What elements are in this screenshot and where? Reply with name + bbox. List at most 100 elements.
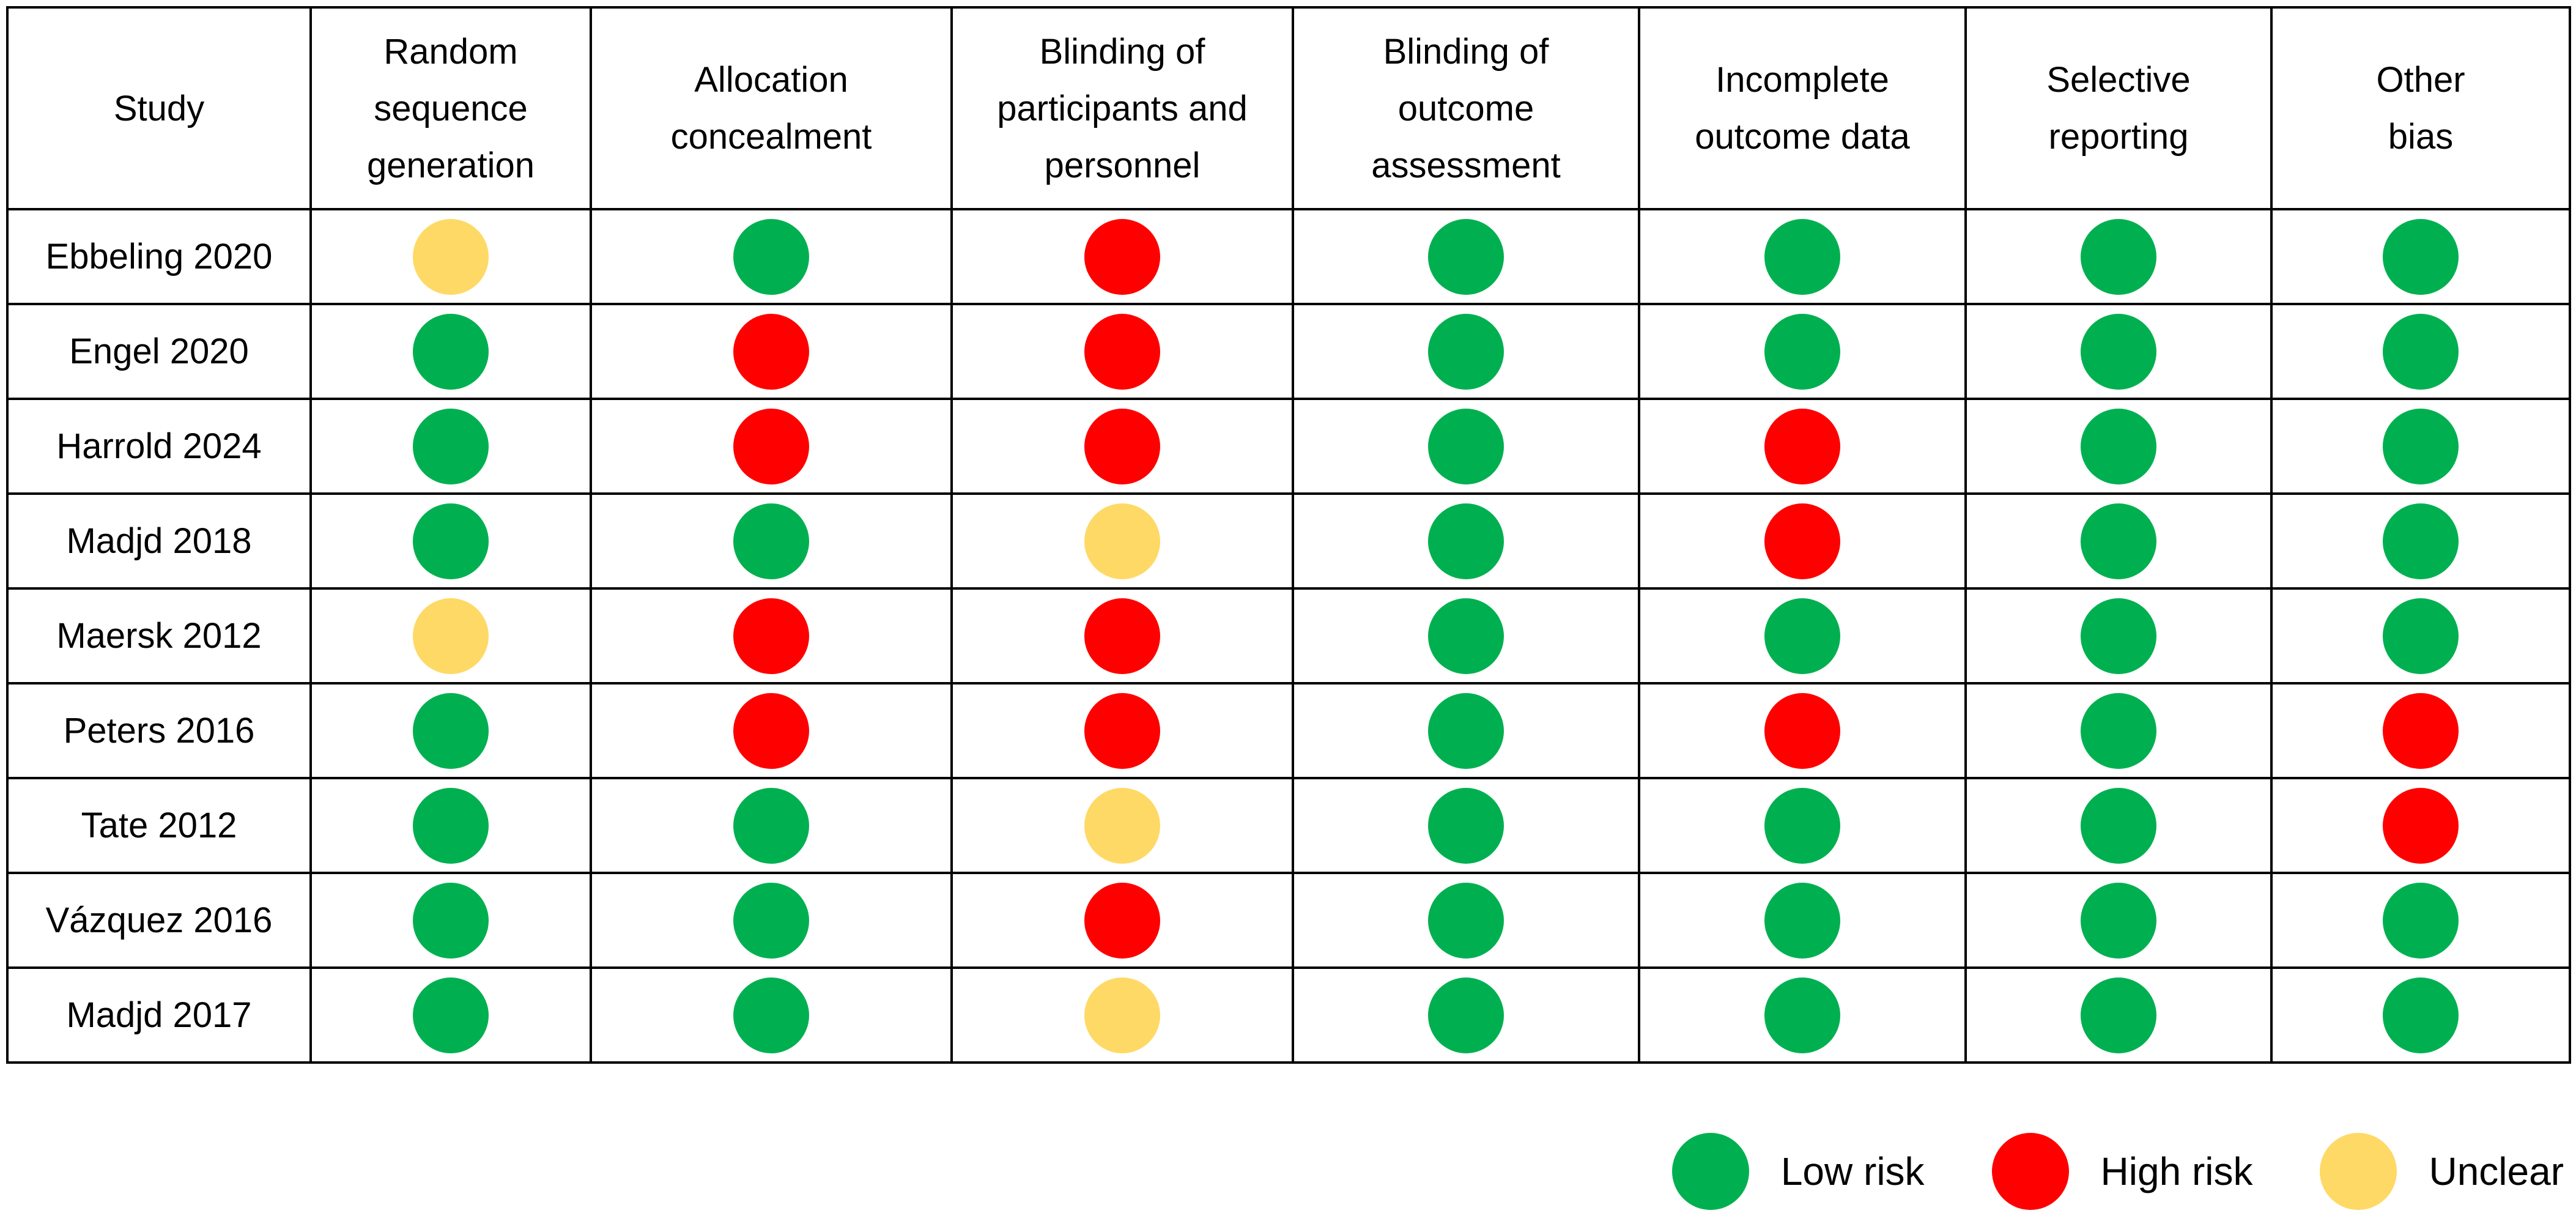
low-risk-dot <box>1764 598 1840 674</box>
low-risk-dot <box>1764 787 1840 864</box>
study-name: Madjd 2017 <box>6 966 312 1064</box>
high-risk-dot <box>1084 692 1160 769</box>
rating-cell <box>1292 777 1640 874</box>
rating-cell <box>2270 777 2571 874</box>
high-risk-dot <box>1764 408 1840 484</box>
table-row: Madjd 2018 <box>6 492 2571 590</box>
rating-cell <box>590 587 953 684</box>
low-risk-dot <box>2081 503 2156 579</box>
rating-cell <box>950 682 1294 779</box>
rating-cell <box>309 492 592 590</box>
rating-cell <box>950 587 1294 684</box>
rating-cell <box>950 208 1294 305</box>
rating-cell <box>1292 303 1640 400</box>
risk-of-bias-table: Study Random sequence generation Allocatio… <box>6 6 2571 1064</box>
rating-cell <box>1964 587 2273 684</box>
rating-cell <box>1638 682 1967 779</box>
column-header-label: Blinding of outcome assessment <box>1371 31 1561 185</box>
table-row: Ebbeling 2020 <box>6 208 2571 305</box>
low-risk-dot <box>2081 787 2156 864</box>
legend-high-dot <box>1991 1133 2069 1210</box>
rating-cell <box>1638 303 1967 400</box>
legend-item-high: High risk <box>1991 1133 2253 1210</box>
study-name: Vázquez 2016 <box>6 872 312 969</box>
rating-cell <box>1638 587 1967 684</box>
rating-cell <box>1964 303 2273 400</box>
column-header-selective-reporting: Selective reporting <box>1964 6 2273 210</box>
rating-cell <box>309 966 592 1064</box>
low-risk-dot <box>2081 313 2156 390</box>
high-risk-dot <box>1084 408 1160 484</box>
column-header-label: Random sequence generation <box>366 31 535 185</box>
low-risk-dot <box>413 503 489 579</box>
low-risk-dot <box>1428 882 1504 959</box>
unclear-risk-dot <box>413 218 489 295</box>
study-name: Peters 2016 <box>6 682 312 779</box>
high-risk-dot <box>2383 692 2459 769</box>
low-risk-dot <box>413 313 489 390</box>
rating-cell <box>309 208 592 305</box>
rating-cell <box>2270 872 2571 969</box>
column-header-label: Other bias <box>2376 60 2465 157</box>
legend-unclear-dot <box>2320 1133 2397 1210</box>
rating-cell <box>2270 303 2571 400</box>
column-header-label: Allocation concealment <box>670 60 872 157</box>
low-risk-dot <box>413 977 489 1053</box>
low-risk-dot <box>1428 408 1504 484</box>
rating-cell <box>1638 966 1967 1064</box>
low-risk-dot <box>733 503 809 579</box>
rating-cell <box>1292 587 1640 684</box>
high-risk-dot <box>1084 218 1160 295</box>
low-risk-dot <box>413 692 489 769</box>
rating-cell <box>950 872 1294 969</box>
column-header-random-sequence-generation: Random sequence generation <box>309 6 592 210</box>
study-name: Harrold 2024 <box>6 398 312 495</box>
rating-cell <box>1292 398 1640 495</box>
rating-cell <box>590 682 953 779</box>
low-risk-dot <box>2081 977 2156 1053</box>
table-row: Madjd 2017 <box>6 966 2571 1064</box>
rating-cell <box>590 303 953 400</box>
rating-cell <box>950 303 1294 400</box>
low-risk-dot <box>2383 313 2459 390</box>
low-risk-dot <box>733 218 809 295</box>
rating-cell <box>2270 208 2571 305</box>
table-row: Maersk 2012 <box>6 587 2571 684</box>
high-risk-dot <box>733 408 809 484</box>
low-risk-dot <box>2081 692 2156 769</box>
rating-cell <box>2270 966 2571 1064</box>
low-risk-dot <box>2383 882 2459 959</box>
low-risk-dot <box>2081 408 2156 484</box>
high-risk-dot <box>2383 787 2459 864</box>
rating-cell <box>950 398 1294 495</box>
rating-cell <box>309 777 592 874</box>
high-risk-dot <box>733 313 809 390</box>
legend-low-dot <box>1671 1133 1749 1210</box>
low-risk-dot <box>1764 313 1840 390</box>
rating-cell <box>2270 492 2571 590</box>
column-header-blinding-of-outcome-assessment: Blinding of outcome assessment <box>1292 6 1640 210</box>
rating-cell <box>1638 398 1967 495</box>
rating-cell <box>590 208 953 305</box>
unclear-risk-dot <box>413 598 489 674</box>
rating-cell <box>1964 777 2273 874</box>
legend: Low risk High risk Unclear <box>1605 1132 2564 1211</box>
low-risk-dot <box>2081 598 2156 674</box>
table-row: Peters 2016 <box>6 682 2571 779</box>
rating-cell <box>1638 777 1967 874</box>
low-risk-dot <box>733 882 809 959</box>
high-risk-dot <box>1764 692 1840 769</box>
column-header-study: Study <box>6 6 312 210</box>
rating-cell <box>950 777 1294 874</box>
rating-cell <box>1292 682 1640 779</box>
low-risk-dot <box>2081 882 2156 959</box>
rating-cell <box>590 492 953 590</box>
high-risk-dot <box>1084 598 1160 674</box>
rating-cell <box>309 682 592 779</box>
legend-label: High risk <box>2100 1149 2253 1193</box>
low-risk-dot <box>1428 218 1504 295</box>
rating-cell <box>1292 966 1640 1064</box>
rating-cell <box>1638 872 1967 969</box>
column-header-allocation-concealment: Allocation concealment <box>590 6 953 210</box>
low-risk-dot <box>1428 977 1504 1053</box>
